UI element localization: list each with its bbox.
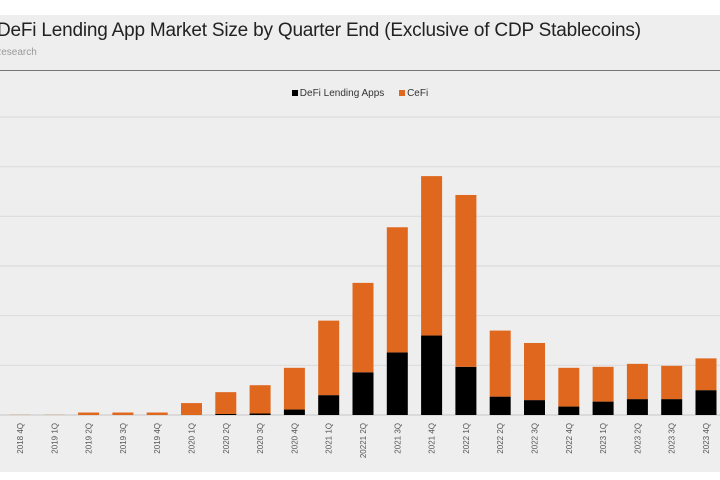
- bar-cefi: [626, 363, 648, 400]
- x-tick-label: 2023 1Q: [599, 423, 608, 454]
- legend-item-cefi: CeFi: [399, 88, 428, 99]
- bar-cefi: [592, 366, 614, 402]
- bar-cefi: [489, 330, 511, 397]
- x-tick-label: 2022 3Q: [531, 423, 540, 454]
- x-tick-label: 2019 3Q: [119, 423, 128, 454]
- bar-defi: [489, 396, 511, 415]
- legend: DeFi Lending Apps CeFi: [0, 88, 720, 99]
- legend-label-cefi: CeFi: [407, 88, 429, 99]
- legend-swatch-cefi: [399, 90, 406, 97]
- bar-cefi: [249, 385, 271, 414]
- legend-swatch-defi: [291, 90, 298, 97]
- x-tick-label: 2020 3Q: [256, 423, 265, 454]
- bar-defi: [421, 335, 443, 415]
- bar-cefi: [386, 227, 408, 353]
- bar-defi: [318, 395, 340, 415]
- bar-defi: [283, 409, 305, 415]
- bar-defi: [455, 366, 477, 415]
- bar-defi: [558, 406, 580, 415]
- legend-label-defi: DeFi Lending Apps: [299, 88, 385, 99]
- x-tick-label: 2019 1Q: [50, 423, 59, 454]
- bar-cefi: [112, 412, 134, 415]
- bar-cefi: [78, 412, 100, 415]
- x-tick-label: 2023 2Q: [633, 423, 642, 454]
- bar-defi: [249, 413, 271, 415]
- x-tick-label: 2021 3Q: [393, 423, 402, 454]
- x-tick-label: 2022 4Q: [565, 423, 574, 454]
- x-tick-label: 2021 1Q: [325, 423, 334, 454]
- bar-cefi: [661, 365, 683, 400]
- chart-title: DeFi Lending App Market Size by Quarter …: [0, 20, 641, 41]
- x-tick-label: 2022 2Q: [496, 423, 505, 454]
- bar-cefi: [181, 403, 202, 415]
- bar-cefi: [524, 342, 545, 401]
- bar-defi: [592, 401, 614, 415]
- x-tick-label: 2019 2Q: [85, 423, 94, 454]
- bar-cefi: [352, 282, 374, 373]
- x-tick-label: 2022 1Q: [462, 423, 471, 454]
- bar-defi: [386, 352, 408, 415]
- bar-cefi: [558, 367, 580, 407]
- x-tick-label: 2018 4Q: [16, 423, 25, 454]
- bar-cefi: [215, 392, 237, 415]
- x-tick-label: 2021 4Q: [428, 423, 437, 454]
- bar-cefi: [695, 358, 717, 391]
- chart-subtitle: Research: [0, 47, 37, 58]
- bar-defi: [661, 399, 683, 415]
- bar-cefi: [455, 194, 477, 367]
- bar-defi: [695, 390, 717, 415]
- x-tick-label: 2019 4Q: [153, 423, 162, 454]
- bar-cefi: [146, 412, 168, 415]
- bar-defi: [626, 399, 648, 415]
- x-tick-label: 2020 4Q: [290, 423, 299, 454]
- bar-defi: [524, 400, 545, 415]
- bar-cefi: [283, 367, 305, 410]
- bar-cefi: [9, 414, 31, 416]
- x-tick-label: 2020 2Q: [222, 423, 231, 454]
- bar-defi: [352, 372, 374, 415]
- legend-item-defi: DeFi Lending Apps: [291, 88, 385, 99]
- x-tick-label: 20221 2Q: [359, 423, 368, 458]
- title-divider: [0, 70, 720, 71]
- x-tick-label: 2020 1Q: [188, 423, 197, 454]
- bar-cefi: [318, 320, 340, 396]
- x-tick-label: 2023 4Q: [702, 423, 711, 454]
- bar-cefi: [421, 176, 443, 336]
- bar-cefi: [43, 414, 65, 416]
- bar-defi: [215, 414, 237, 416]
- x-tick-label: 2023 3Q: [668, 423, 677, 454]
